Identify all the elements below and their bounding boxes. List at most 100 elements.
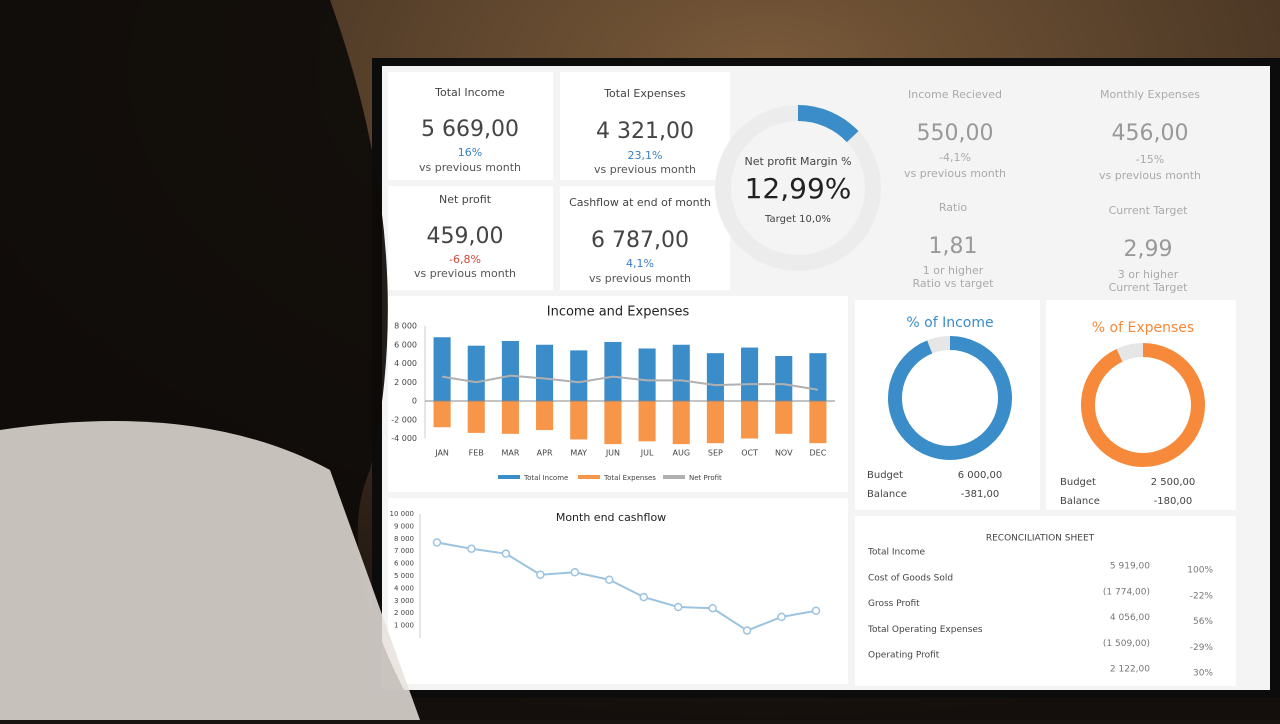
chart-title: Income and Expenses	[547, 305, 690, 320]
donut-slice	[1116, 343, 1144, 362]
legend-label: Total Expenses	[603, 474, 656, 482]
kpi-label: Cashflow at end of month	[569, 196, 711, 209]
point	[639, 592, 648, 602]
legend-swatch	[663, 475, 685, 479]
kpi-value: 2,99	[1124, 237, 1173, 262]
bar	[501, 341, 519, 401]
kpi-label: Current Target	[1109, 204, 1189, 217]
kpi-note: vs previous month	[904, 167, 1006, 180]
kpi-note: Current Target	[1109, 281, 1189, 294]
table-cell: 2 122,00	[1110, 665, 1150, 675]
point	[708, 603, 717, 613]
table-cell: Gross Profit	[868, 599, 920, 609]
table-cell: -29%	[1190, 643, 1214, 653]
bar	[775, 401, 793, 434]
kpi-label: Total Income	[434, 86, 505, 99]
panel	[560, 186, 730, 290]
bar	[467, 401, 485, 433]
bar	[706, 401, 724, 444]
budget-value: -180,00	[1154, 496, 1193, 507]
chart-title: % of Income	[906, 315, 993, 331]
kpi-note: vs previous month	[1099, 169, 1201, 182]
kpi-note: 1 or higher	[923, 264, 984, 277]
kpi-label: Monthly Expenses	[1100, 88, 1200, 101]
table-cell: Cost of Goods Sold	[868, 573, 953, 583]
bar	[706, 353, 724, 401]
gauge-subtitle: Target 10,0%	[764, 214, 831, 225]
kpi-label: Total Expenses	[603, 87, 686, 100]
bar	[809, 353, 827, 401]
bar	[741, 347, 759, 401]
bar	[433, 337, 451, 401]
panel	[560, 72, 730, 180]
bar	[570, 401, 588, 440]
bar	[536, 344, 554, 401]
bar	[433, 401, 451, 428]
point	[673, 602, 683, 612]
kpi-value: 459,00	[427, 224, 504, 249]
line	[436, 541, 817, 632]
kpi-note: Ratio vs target	[913, 277, 995, 290]
kpi-note: vs previous month	[419, 161, 521, 174]
budget-label: Balance	[1060, 496, 1100, 507]
kpi-note: 23,1%	[628, 149, 663, 162]
bar	[809, 401, 827, 444]
y-tick-label: -4 000	[391, 434, 417, 443]
point	[570, 568, 580, 577]
table-cell: 56%	[1193, 617, 1213, 627]
kpi-note: vs previous month	[594, 163, 696, 176]
x-tick-label: APR	[537, 449, 553, 458]
y-tick-label: 0	[412, 397, 417, 406]
kpi-note: 16%	[458, 146, 482, 159]
kpi-value: 6 787,00	[591, 228, 689, 253]
x-tick-label: NOV	[775, 449, 793, 458]
panels	[388, 72, 1236, 686]
gauge-arc	[797, 105, 859, 143]
panel	[855, 516, 1236, 686]
kpi-note: vs previous month	[589, 272, 691, 285]
x-tick-label: MAY	[570, 449, 587, 458]
y-tick-label: 3 000	[394, 597, 414, 605]
bar	[672, 344, 690, 401]
x-tick-label: SEP	[708, 449, 723, 458]
point	[501, 549, 511, 558]
x-tick-label: DEC	[810, 449, 827, 458]
bar	[672, 401, 690, 445]
kpi-note: vs previous month	[414, 267, 516, 280]
y-tick-label: 6 000	[394, 340, 417, 349]
table-cell: 100%	[1187, 566, 1213, 576]
donut-slice	[1081, 343, 1205, 467]
bar	[741, 401, 759, 439]
x-tick-label: MAR	[501, 449, 519, 458]
point	[605, 575, 614, 584]
x-tick-label: JUL	[640, 449, 654, 458]
bar	[604, 401, 622, 445]
y-tick-label: 2 000	[394, 609, 414, 617]
panel	[388, 186, 553, 290]
panel	[388, 72, 553, 180]
x-tick-label: OCT	[741, 449, 758, 458]
y-tick-label: -2 000	[391, 415, 417, 424]
y-tick-label: 8 000	[394, 322, 417, 331]
x-tick-label: JUN	[605, 449, 620, 458]
legend-swatch	[578, 475, 600, 479]
gauge-title: Net profit Margin %	[744, 155, 851, 168]
point	[432, 538, 442, 547]
donut-slice	[888, 336, 1012, 460]
chart-title: Month end cashflow	[556, 511, 666, 524]
table-title: RECONCILIATION SHEET	[986, 534, 1095, 544]
table-cell: 4 056,00	[1110, 613, 1150, 623]
budget-label: Balance	[867, 489, 907, 500]
y-tick-label: 9 000	[394, 522, 414, 530]
y-tick-label: 4 000	[394, 359, 417, 368]
bar	[570, 350, 588, 401]
kpi-label: Ratio	[939, 201, 968, 214]
kpi-note: -4,1%	[939, 151, 971, 164]
point	[811, 606, 821, 615]
table-cell: 5 919,00	[1110, 562, 1150, 572]
legend-label: Total Income	[523, 474, 568, 482]
table-cell: (1 509,00)	[1103, 639, 1150, 649]
donut-slice	[927, 336, 951, 354]
table-cell: 30%	[1193, 669, 1213, 679]
